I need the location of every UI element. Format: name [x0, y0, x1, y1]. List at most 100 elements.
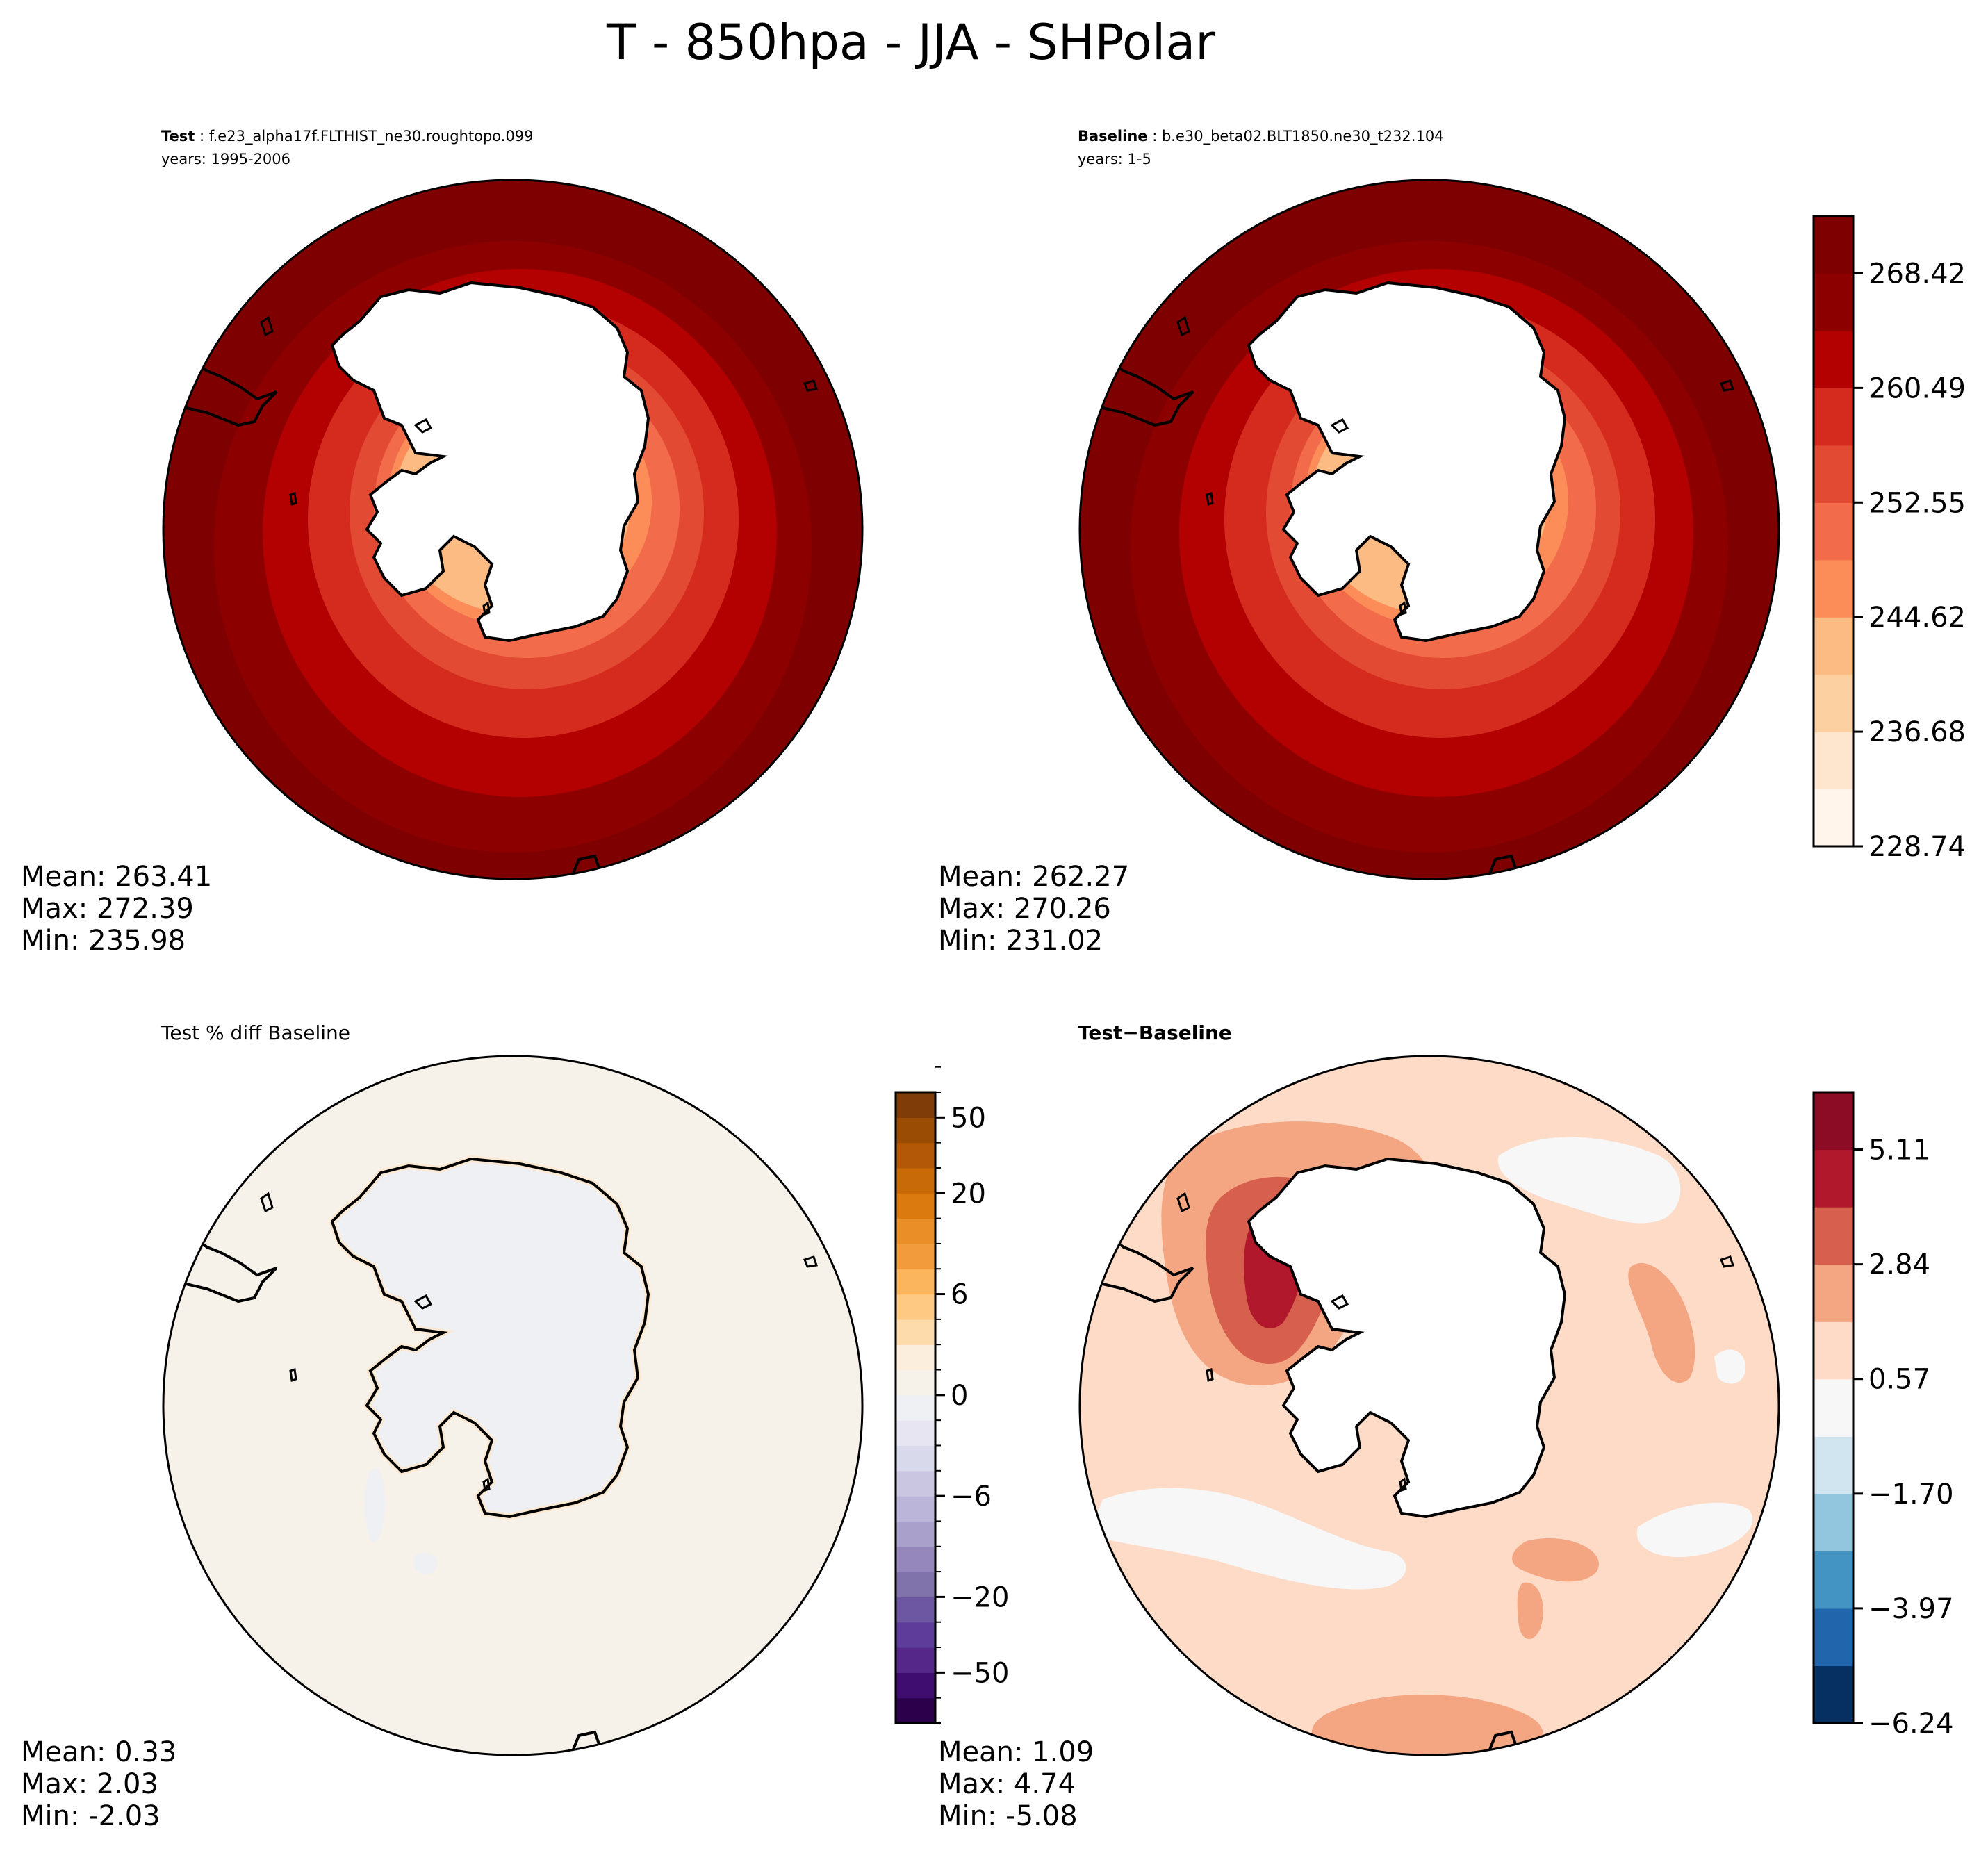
diff-map-boundary — [1078, 1055, 1780, 1756]
colorbar-frame — [894, 1091, 937, 1724]
baseline-header: Baseline : b.e30_beta02.BLT1850.ne30_t23… — [1078, 128, 1444, 145]
diff-stat-min: Min: -5.08 — [938, 1800, 1078, 1832]
diff-stat-max: Max: 4.74 — [938, 1768, 1076, 1800]
colorbar-tick-label: 252.55 — [1868, 487, 1966, 519]
colorbar-bin — [896, 1521, 935, 1547]
baseline-stat-max: Max: 270.26 — [938, 893, 1111, 925]
colorbar-bin — [896, 1672, 935, 1699]
colorbar-bin — [1814, 559, 1853, 618]
colorbar-bin — [896, 1420, 935, 1447]
colorbar-bin — [1814, 1149, 1853, 1208]
colorbar-tick-label: 268.42 — [1868, 258, 1966, 290]
colorbar-bin — [896, 1647, 935, 1673]
colorbar-tick-label: 0.57 — [1868, 1364, 1930, 1396]
colorbar-bin — [1814, 216, 1853, 274]
pctdiff-map-boundary — [162, 1055, 864, 1756]
colorbar-bin — [1814, 1321, 1853, 1380]
colorbar-tick-label: 0 — [951, 1380, 968, 1412]
colorbar-bin — [1814, 1207, 1853, 1265]
colorbar-bin — [896, 1294, 935, 1320]
colorbar-bin — [1814, 1378, 1853, 1437]
colorbar-pctdiff: −50 −20 −6 0 6 20 50 — [894, 1066, 1009, 1724]
colorbar-bin — [896, 1193, 935, 1219]
diff-moderate-warm-patch — [1517, 1582, 1543, 1640]
colorbar-tick-label: 6 — [951, 1279, 968, 1311]
colorbar-frame — [1812, 1091, 1855, 1724]
colorbar-tick-label: −20 — [951, 1581, 1009, 1613]
colorbar-tick-label: −6 — [951, 1481, 992, 1513]
figure-title: T - 850hpa - JJA - SHPolar — [606, 14, 1215, 71]
colorbar-bin — [1814, 732, 1853, 790]
colorbar-bin — [1814, 1551, 1853, 1609]
diff-map — [1080, 1056, 1779, 1755]
baseline-sep: : — [1148, 128, 1162, 145]
colorbar-bin — [1814, 330, 1853, 388]
colorbar-bin — [1814, 617, 1853, 675]
colorbar-bin — [896, 1597, 935, 1623]
baseline-label: Baseline — [1078, 128, 1148, 145]
colorbar-tick-label: 244.62 — [1868, 602, 1966, 634]
colorbar-bin — [896, 1269, 935, 1295]
colorbar-bin — [896, 1117, 935, 1144]
colorbar-bin — [896, 1496, 935, 1522]
diff-near-zero-patch — [1497, 1137, 1681, 1224]
pctdiff-stat-mean: Mean: 0.33 — [21, 1736, 176, 1768]
colorbar-bin — [1814, 445, 1853, 503]
colorbar-bin — [896, 1394, 935, 1421]
colorbar-bin — [896, 1142, 935, 1169]
colorbar-bin — [896, 1092, 935, 1118]
colorbar-diff: −6.24 −3.97 −1.70 0.57 2.84 5.11 — [1812, 1091, 1954, 1740]
colorbar-tick-label: −3.97 — [1868, 1593, 1954, 1625]
baseline-case: b.e30_beta02.BLT1850.ne30_t232.104 — [1162, 128, 1444, 145]
test-stat-max: Max: 272.39 — [21, 893, 194, 925]
pctdiff-patch — [364, 1468, 386, 1542]
colorbar-bin — [1814, 1264, 1853, 1322]
colorbar-bin — [896, 1445, 935, 1472]
test-stat-min: Min: 235.98 — [21, 925, 186, 957]
baseline-stat-mean: Mean: 262.27 — [938, 861, 1129, 893]
test-case: f.e23_alpha17f.FLTHIST_ne30.roughtopo.09… — [209, 128, 534, 145]
colorbar-tick-label: 2.84 — [1868, 1249, 1930, 1281]
colorbar-bin — [896, 1470, 935, 1497]
colorbar-tick-label: 50 — [951, 1102, 986, 1134]
colorbar-tick-label: 236.68 — [1868, 716, 1966, 748]
colorbar-bin — [896, 1572, 935, 1597]
colorbar-bin — [1814, 1493, 1853, 1551]
baseline-stat-min: Min: 231.02 — [938, 925, 1103, 957]
baseline-map — [1080, 180, 1779, 879]
diff-near-zero-patch — [1714, 1349, 1745, 1384]
test-sep: : — [195, 128, 208, 145]
colorbar-bin — [1814, 273, 1853, 331]
test-stat-mean: Mean: 263.41 — [21, 861, 212, 893]
diff-moderate-warm-patch — [1512, 1538, 1599, 1582]
diff-title-test: Test — [1078, 1021, 1122, 1044]
colorbar-bin — [896, 1622, 935, 1648]
test-map — [163, 180, 862, 879]
panel-diff: Test−Baseline — [938, 1021, 1954, 1832]
diff-title-op: − — [1122, 1021, 1138, 1044]
colorbar-bin — [896, 1319, 935, 1345]
colorbar-tick-label: 5.11 — [1868, 1135, 1930, 1167]
panel-baseline: Baseline : b.e30_beta02.BLT1850.ne30_t23… — [938, 128, 1966, 957]
colorbar-tick-label: 260.49 — [1868, 372, 1966, 404]
pctdiff-map — [163, 1056, 862, 1755]
colorbar-bin — [1814, 1608, 1853, 1667]
colorbar-bin — [1814, 674, 1853, 732]
colorbar-bin — [896, 1369, 935, 1396]
test-map-boundary — [162, 179, 864, 880]
colorbar-bin — [1814, 388, 1853, 446]
test-label: Test — [161, 128, 195, 145]
colorbar-tick-label: −6.24 — [1868, 1708, 1954, 1740]
diff-near-zero-patch — [1636, 1502, 1753, 1558]
panel-pctdiff: Test % diff Baseline −50 −20 −6 0 6 20 50 Mean… — [21, 1021, 1009, 1832]
colorbar-bin — [1814, 1436, 1853, 1494]
colorbar-bin — [896, 1243, 935, 1269]
colorbar-tick-label: −50 — [951, 1657, 1009, 1689]
pctdiff-patch — [413, 1553, 437, 1575]
colorbar-frame — [1812, 215, 1855, 848]
colorbar-bin — [1814, 1665, 1853, 1724]
colorbar-bin — [896, 1697, 935, 1724]
test-years: years: 1995-2006 — [161, 151, 290, 167]
colorbar-bin — [896, 1546, 935, 1572]
